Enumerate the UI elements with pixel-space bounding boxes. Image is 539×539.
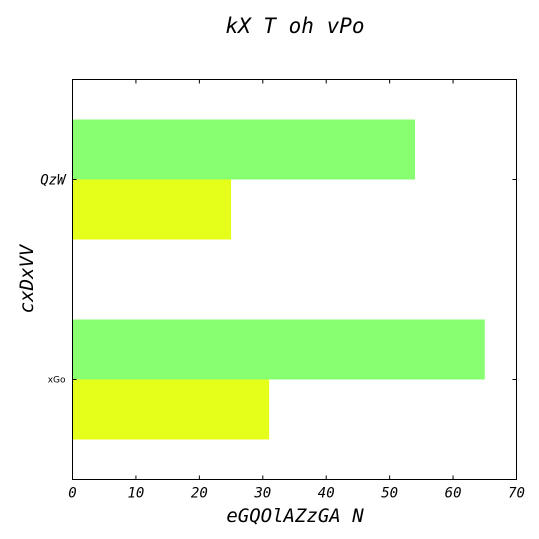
x-tick-label: 40 xyxy=(318,486,335,502)
chart-title: kX T oh vPo xyxy=(225,14,364,38)
x-tick-label: 20 xyxy=(191,486,208,502)
ticks-group: xGo QzW 0 10 20 30 40 50 60 70 xyxy=(40,79,525,502)
y-axis-label: cxDxVV xyxy=(16,243,38,313)
x-tick-label: 50 xyxy=(381,486,398,502)
x-tick-label: 60 xyxy=(445,486,462,502)
bar-xGo-series-2 xyxy=(72,319,485,380)
plot-frame xyxy=(72,79,517,480)
bar-QzW-series-1 xyxy=(72,179,232,240)
bars-group xyxy=(72,119,485,440)
bar-QzW-series-2 xyxy=(72,119,416,180)
y-tick-label: QzW xyxy=(40,173,67,189)
x-tick-label: 70 xyxy=(508,486,525,502)
x-tick-label: 10 xyxy=(127,486,144,502)
x-tick-label: 0 xyxy=(68,486,76,502)
bar-xGo-series-1 xyxy=(72,379,270,440)
x-tick-label: 30 xyxy=(253,486,271,502)
y-tick-label: xGo xyxy=(48,376,66,386)
x-axis-label: eGQOlAZzGA N xyxy=(226,505,364,527)
